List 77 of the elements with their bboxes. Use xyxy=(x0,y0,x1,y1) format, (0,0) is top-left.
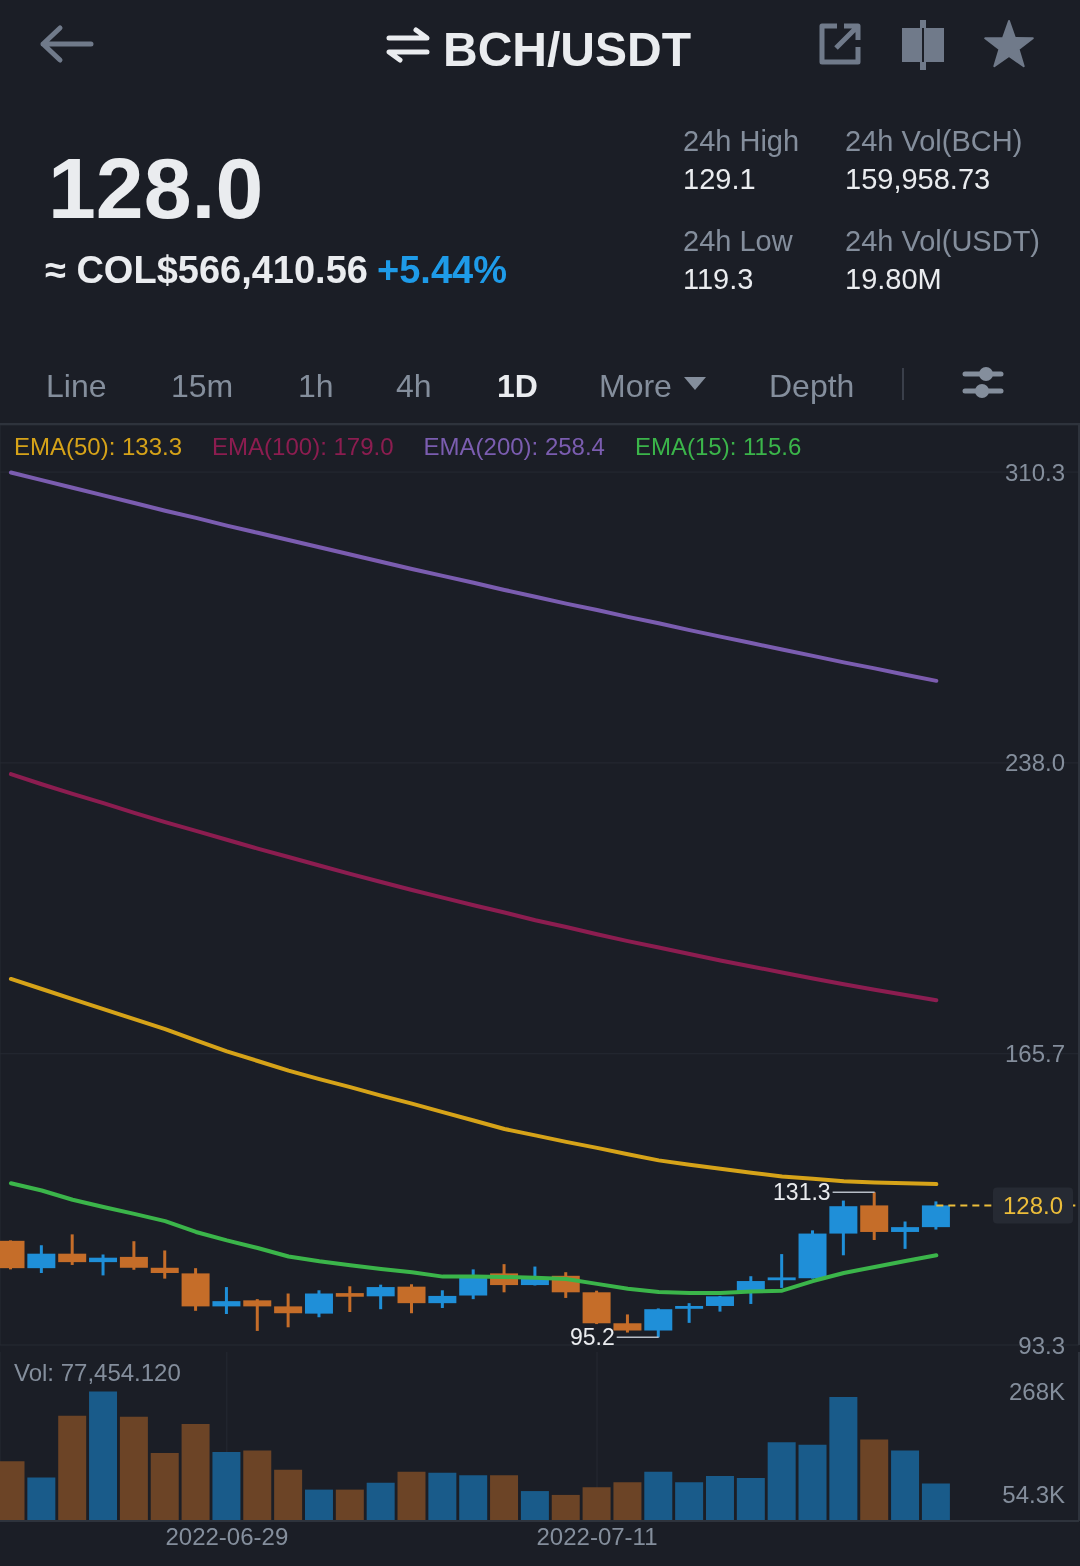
y-tick-label: 238.0 xyxy=(1004,749,1065,777)
text: BCH/USDT xyxy=(443,23,691,76)
text: 1h xyxy=(298,368,334,404)
x-tick-label: 2022-06-29 xyxy=(165,1522,289,1550)
bar xyxy=(58,1415,87,1521)
bar xyxy=(705,1476,734,1521)
text: More xyxy=(599,368,672,404)
annotation: 131.3 xyxy=(773,1179,831,1206)
text: ≈ COL$566,410.56 xyxy=(45,249,368,291)
line-series xyxy=(8,1181,939,1296)
line-series xyxy=(8,772,939,1003)
bar xyxy=(891,1450,920,1521)
bar xyxy=(860,1439,889,1521)
bar xyxy=(459,1475,488,1521)
bar xyxy=(582,1487,611,1521)
y-tick-label: 54.3K xyxy=(1002,1481,1065,1509)
annotation: 95.2 xyxy=(569,1324,615,1351)
text: EMA(15): 115.6 xyxy=(634,433,802,460)
line-series xyxy=(8,470,939,683)
text: 24h Low xyxy=(683,225,793,257)
y-tick-label: 268K xyxy=(1008,1378,1065,1406)
text: EMA(200): 258.4 xyxy=(423,433,605,460)
text: EMA(100): 179.0 xyxy=(212,433,394,460)
text: 128.0 xyxy=(48,140,264,236)
candlestick xyxy=(335,1286,364,1313)
text: 24h High xyxy=(683,125,800,157)
bar xyxy=(428,1472,457,1521)
bar xyxy=(89,1391,118,1521)
text: 4h xyxy=(396,368,432,404)
bar xyxy=(304,1489,333,1521)
candlestick xyxy=(58,1234,87,1265)
candlestick xyxy=(274,1293,303,1328)
bar xyxy=(520,1491,549,1521)
text: 24h Vol(USDT) xyxy=(845,225,1041,257)
bar xyxy=(767,1442,796,1521)
bar xyxy=(798,1444,827,1521)
bar xyxy=(366,1482,395,1521)
bar xyxy=(397,1471,426,1521)
bar xyxy=(736,1478,765,1521)
bar xyxy=(150,1452,179,1521)
text: Line xyxy=(46,368,107,404)
bar xyxy=(675,1482,704,1521)
candlestick xyxy=(891,1221,920,1249)
bar xyxy=(274,1469,303,1521)
x-tick-label: 2022-07-11 xyxy=(536,1522,658,1550)
text: 159,958.73 xyxy=(845,163,991,195)
bar xyxy=(212,1451,241,1521)
text: 15m xyxy=(171,368,234,404)
text: 129.1 xyxy=(683,163,756,195)
bar xyxy=(551,1494,580,1521)
bar xyxy=(613,1482,642,1521)
text: 119.3 xyxy=(683,263,754,295)
candlestick xyxy=(675,1303,704,1323)
y-tick-label: 93.3 xyxy=(1018,1331,1065,1359)
bar xyxy=(644,1471,673,1521)
candlestick xyxy=(243,1299,272,1331)
bar xyxy=(490,1475,519,1521)
bar xyxy=(181,1423,210,1521)
text: 1D xyxy=(497,368,538,404)
y-tick-label: 310.3 xyxy=(1004,458,1065,486)
candlestick xyxy=(212,1287,241,1315)
candlestick xyxy=(150,1250,179,1279)
candlestick xyxy=(89,1254,118,1276)
text: Depth xyxy=(769,368,855,404)
y-tick-label: 165.7 xyxy=(1004,1040,1065,1068)
candlestick xyxy=(767,1254,796,1288)
text: 19.80M xyxy=(845,263,942,295)
ref-line-label: 128.0 xyxy=(1002,1191,1064,1219)
text: EMA(50): 133.3 xyxy=(14,433,183,460)
bar xyxy=(335,1489,364,1521)
bar xyxy=(119,1416,148,1521)
bar xyxy=(829,1396,858,1521)
bar xyxy=(243,1450,272,1521)
text: +5.44% xyxy=(377,249,507,291)
text: 24h Vol(BCH) xyxy=(845,125,1023,157)
bar xyxy=(921,1483,950,1521)
annotation: Vol: 77,454.120 xyxy=(14,1359,181,1386)
